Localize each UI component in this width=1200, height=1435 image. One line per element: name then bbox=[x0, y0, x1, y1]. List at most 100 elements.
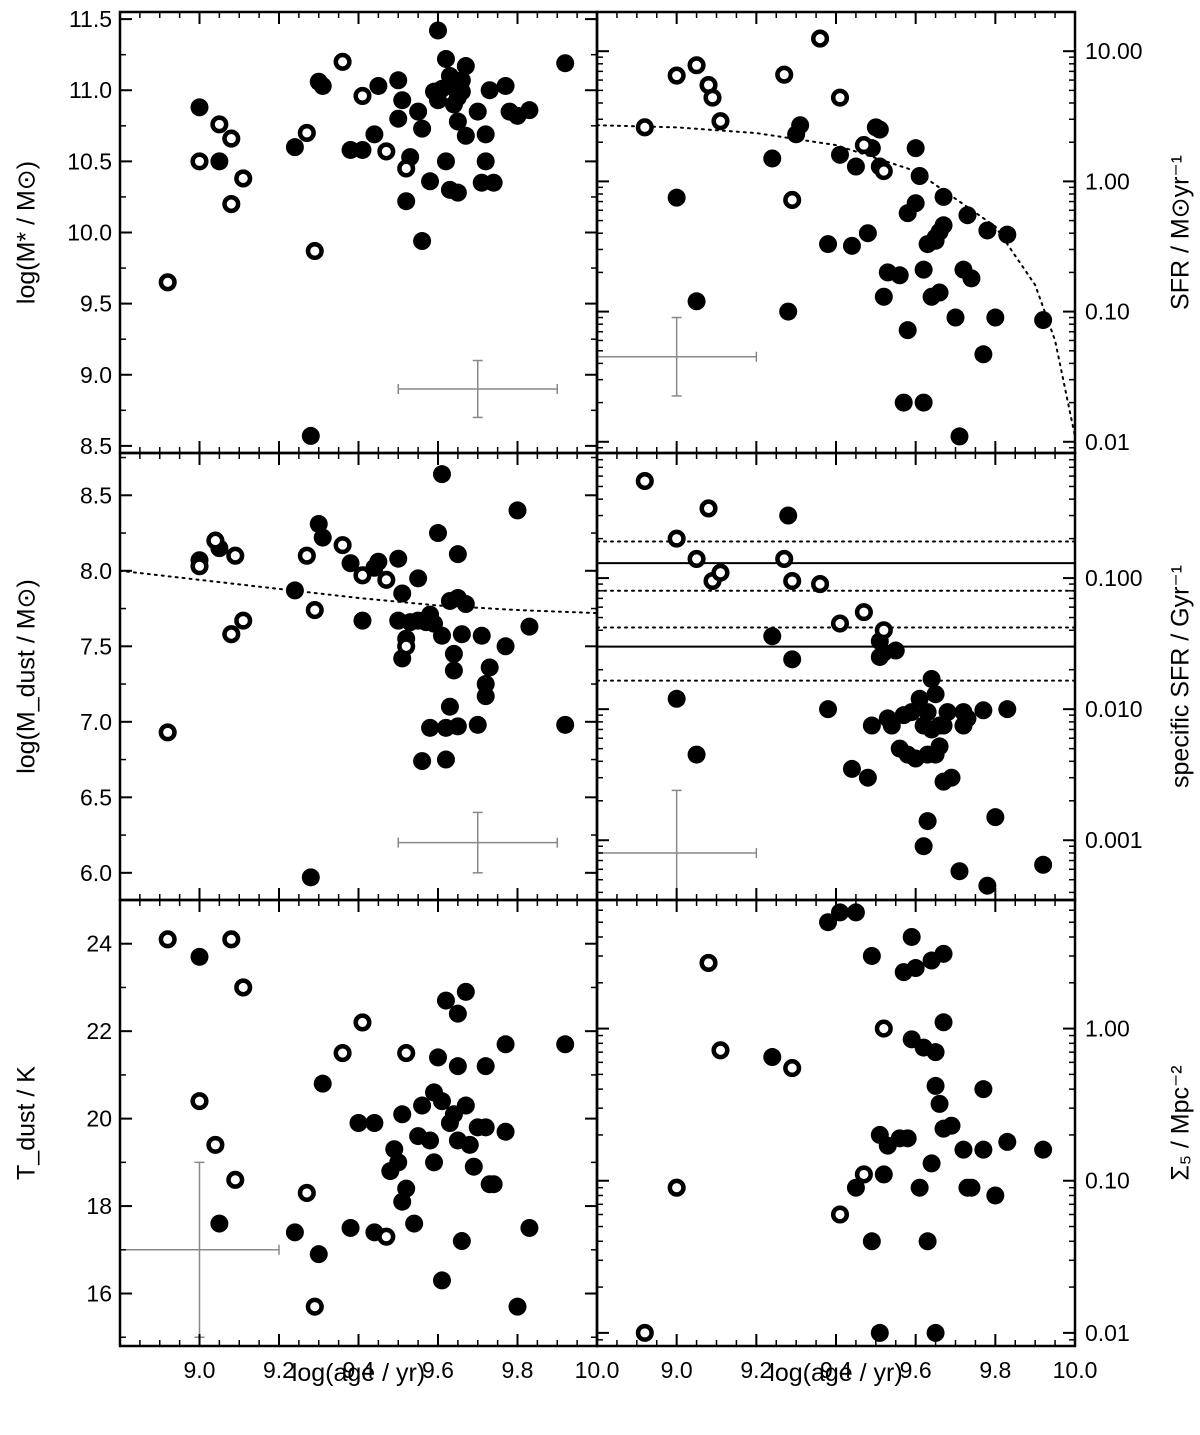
open-point bbox=[222, 625, 241, 644]
y-tick-label: 0.010 bbox=[1085, 696, 1143, 722]
open-point bbox=[190, 152, 209, 171]
filled-point bbox=[819, 700, 838, 719]
open-point bbox=[775, 549, 794, 568]
plot-area-density bbox=[635, 903, 1053, 1342]
filled-point bbox=[421, 718, 440, 737]
open-point bbox=[158, 273, 177, 292]
filled-point bbox=[974, 701, 993, 720]
y-tick-label: 22 bbox=[86, 1018, 112, 1044]
filled-point bbox=[313, 1074, 332, 1093]
filled-point bbox=[476, 1057, 495, 1076]
filled-point bbox=[452, 625, 471, 644]
open-point bbox=[874, 162, 893, 181]
filled-point bbox=[986, 308, 1005, 327]
filled-point bbox=[687, 745, 706, 764]
open-point bbox=[353, 1013, 372, 1032]
filled-point bbox=[1034, 311, 1053, 330]
open-point bbox=[854, 1165, 873, 1184]
filled-point bbox=[846, 903, 865, 922]
filled-point bbox=[902, 927, 921, 946]
filled-point bbox=[393, 1105, 412, 1124]
filled-point bbox=[309, 1245, 328, 1264]
open-point bbox=[226, 1170, 245, 1189]
open-point bbox=[854, 603, 873, 622]
filled-point bbox=[496, 637, 515, 656]
x-tick-label: 10.0 bbox=[575, 1357, 620, 1383]
open-point bbox=[811, 29, 830, 48]
filled-point bbox=[950, 427, 969, 446]
filled-point bbox=[285, 1223, 304, 1242]
filled-point bbox=[986, 1186, 1005, 1205]
open-point bbox=[811, 575, 830, 594]
open-point bbox=[711, 112, 730, 131]
filled-point bbox=[842, 759, 861, 778]
x-tick-label: 9.8 bbox=[502, 1357, 534, 1383]
filled-point bbox=[369, 76, 388, 95]
open-point bbox=[667, 66, 686, 85]
error-bar-dustmass bbox=[397, 811, 558, 874]
open-point bbox=[158, 723, 177, 742]
filled-point bbox=[421, 172, 440, 191]
filled-point bbox=[210, 152, 229, 171]
open-point bbox=[377, 142, 396, 161]
y-tick-label: 9.0 bbox=[80, 362, 112, 388]
filled-point bbox=[898, 321, 917, 340]
filled-point bbox=[468, 102, 487, 121]
filled-point bbox=[894, 393, 913, 412]
filled-point bbox=[436, 49, 455, 68]
filled-point bbox=[938, 703, 957, 722]
open-point bbox=[297, 546, 316, 565]
open-point bbox=[874, 1019, 893, 1038]
filled-point bbox=[210, 1214, 229, 1233]
filled-point bbox=[950, 862, 969, 881]
filled-point bbox=[783, 650, 802, 669]
open-point bbox=[333, 1043, 352, 1063]
filled-point bbox=[858, 224, 877, 243]
y-tick-label: 7.0 bbox=[80, 709, 112, 735]
filled-point bbox=[763, 1048, 782, 1067]
filled-point bbox=[906, 139, 925, 158]
filled-point bbox=[926, 1323, 945, 1342]
filled-point bbox=[190, 98, 209, 117]
filled-point bbox=[926, 1076, 945, 1095]
filled-point bbox=[862, 716, 881, 735]
y-tick-label: 10.0 bbox=[67, 220, 112, 246]
open-point bbox=[234, 611, 253, 630]
y-tick-label: 20 bbox=[86, 1106, 112, 1132]
filled-point bbox=[667, 188, 686, 207]
filled-point bbox=[874, 1165, 893, 1184]
filled-point bbox=[444, 661, 463, 680]
filled-point bbox=[432, 1271, 451, 1290]
filled-point bbox=[413, 1096, 432, 1115]
filled-point bbox=[958, 206, 977, 225]
x-tick-label: 9.8 bbox=[979, 1357, 1011, 1383]
y-tick-label: 8.5 bbox=[80, 433, 112, 459]
filled-point bbox=[910, 689, 929, 708]
filled-point bbox=[429, 21, 447, 40]
open-point bbox=[854, 136, 873, 155]
filled-point bbox=[556, 1035, 575, 1054]
open-point bbox=[830, 1205, 850, 1224]
filled-point bbox=[918, 812, 937, 831]
filled-point bbox=[520, 617, 539, 636]
filled-point bbox=[409, 569, 428, 588]
open-point bbox=[305, 1297, 324, 1316]
filled-point bbox=[452, 1232, 471, 1251]
filled-point bbox=[842, 236, 861, 255]
filled-point bbox=[456, 1096, 475, 1115]
filled-point bbox=[436, 152, 455, 171]
filled-point bbox=[791, 116, 810, 135]
filled-point bbox=[918, 1232, 937, 1251]
filled-point bbox=[870, 120, 889, 139]
y-tick-label: 6.0 bbox=[80, 860, 112, 886]
filled-point bbox=[918, 703, 937, 722]
open-point bbox=[635, 1323, 654, 1342]
filled-point bbox=[436, 750, 455, 769]
filled-point bbox=[870, 1323, 889, 1342]
filled-point bbox=[480, 81, 499, 100]
filled-point bbox=[862, 946, 881, 965]
open-point bbox=[711, 1041, 730, 1060]
open-point bbox=[397, 637, 416, 656]
y-axis-label-density: Σ₅ / Mpc⁻² bbox=[1167, 1065, 1195, 1180]
